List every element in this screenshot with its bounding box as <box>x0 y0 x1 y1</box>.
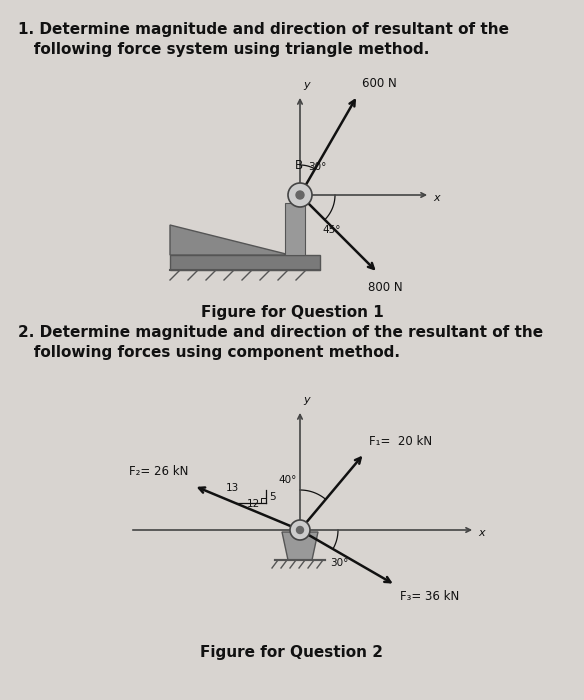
Polygon shape <box>282 532 318 560</box>
Text: B: B <box>295 159 303 172</box>
Text: 30°: 30° <box>308 162 326 172</box>
Text: 45°: 45° <box>322 225 340 235</box>
Text: y: y <box>303 80 310 90</box>
Polygon shape <box>285 203 305 255</box>
Text: y: y <box>303 395 310 405</box>
Text: x: x <box>478 528 485 538</box>
Text: 30°: 30° <box>330 558 349 568</box>
Text: x: x <box>433 193 440 203</box>
Polygon shape <box>170 225 290 255</box>
Text: 2. Determine magnitude and direction of the resultant of the: 2. Determine magnitude and direction of … <box>18 325 543 340</box>
Text: F₁=  20 kN: F₁= 20 kN <box>369 435 432 449</box>
Text: F₂= 26 kN: F₂= 26 kN <box>130 465 189 478</box>
Text: Figure for Question 1: Figure for Question 1 <box>201 305 383 320</box>
Text: Figure for Question 2: Figure for Question 2 <box>200 645 383 660</box>
Text: following forces using component method.: following forces using component method. <box>18 345 400 360</box>
Circle shape <box>290 520 310 540</box>
Text: 40°: 40° <box>279 475 297 485</box>
Text: 12: 12 <box>246 500 260 510</box>
Text: 800 N: 800 N <box>368 281 402 294</box>
Circle shape <box>297 526 304 533</box>
Text: 600 N: 600 N <box>363 78 397 90</box>
Text: 1. Determine magnitude and direction of resultant of the: 1. Determine magnitude and direction of … <box>18 22 509 37</box>
Text: following force system using triangle method.: following force system using triangle me… <box>18 42 429 57</box>
Circle shape <box>296 191 304 199</box>
Text: 5: 5 <box>269 492 276 502</box>
Text: 13: 13 <box>227 484 239 494</box>
Polygon shape <box>170 255 320 270</box>
Text: F₃= 36 kN: F₃= 36 kN <box>400 590 460 603</box>
Circle shape <box>288 183 312 207</box>
